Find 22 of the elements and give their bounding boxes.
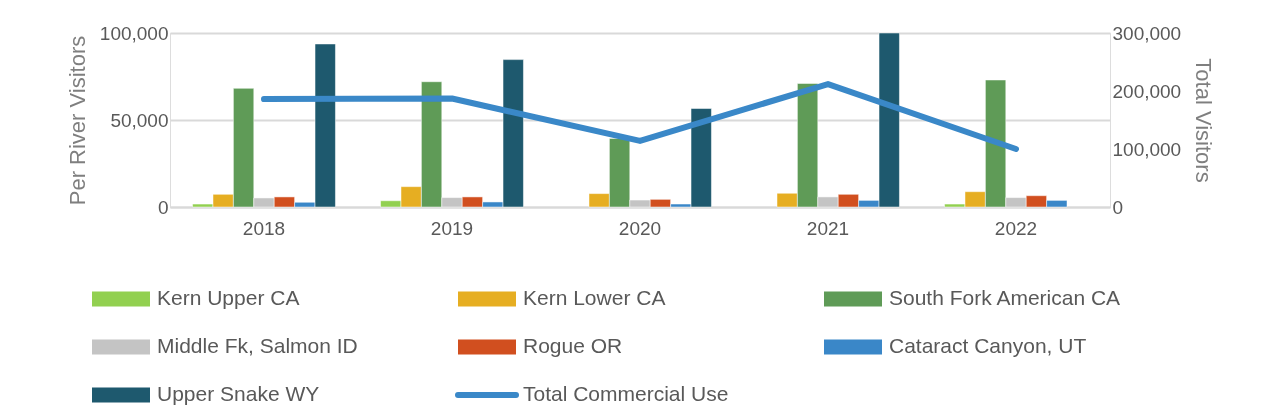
y-axis-title: Per River Visitors — [64, 35, 90, 206]
legend-label: South Fork American CA — [889, 286, 1121, 309]
legend-label: Total Commercial Use — [523, 382, 729, 405]
x-tick-label: 2018 — [242, 217, 286, 239]
legend-label: Kern Lower CA — [523, 286, 666, 309]
x-tick-label: 2021 — [806, 217, 850, 239]
y-tick-label: 100,000 — [99, 22, 169, 44]
legend-label: Kern Upper CA — [157, 286, 300, 309]
legend-label: Middle Fk, Salmon ID — [157, 334, 358, 357]
y2-axis-title: Total Visitors — [1191, 58, 1217, 183]
y-tick-label: 0 — [157, 196, 169, 218]
x-tick-label: 2020 — [618, 217, 662, 239]
y-tick-label: 50,000 — [110, 109, 169, 131]
y2-tick-label: 0 — [1112, 196, 1124, 218]
y2-tick-label: 300,000 — [1112, 22, 1182, 44]
legend-label: Upper Snake WY — [157, 382, 320, 405]
y2-tick-label: 200,000 — [1112, 80, 1182, 102]
legend-label: Rogue OR — [523, 334, 623, 357]
legend-label: Cataract Canyon, UT — [889, 334, 1087, 357]
x-tick-label: 2019 — [430, 217, 474, 239]
x-tick-label: 2022 — [994, 217, 1038, 239]
y2-tick-label: 100,000 — [1112, 138, 1182, 160]
